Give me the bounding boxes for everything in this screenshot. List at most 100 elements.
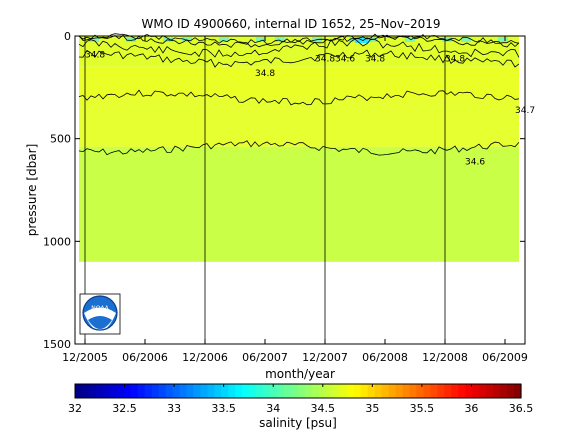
colorbar-cell-20 [214,384,222,398]
colorbar-cell-49 [416,384,425,398]
colorbar-tick-label-2: 33 [167,402,181,415]
surface-patch-0 [89,37,99,42]
colorbar-cell-55 [458,384,466,398]
surface-patch-5 [256,37,266,42]
colorbar-cell-25 [249,384,257,398]
colorbar-cell-1 [81,384,90,398]
colorbar-tick-label-4: 34 [266,402,280,415]
colorbar-cell-35 [318,384,327,398]
colorbar-cell-47 [402,384,411,398]
colorbar-cell-26 [256,384,264,398]
colorbar-cell-51 [430,384,438,398]
colorbar-cell-18 [200,384,209,398]
colorbar-tick-label-1: 32.5 [112,402,137,415]
colorbar-tick-label-3: 33.5 [211,402,236,415]
contour-label-0: 34.8 [255,69,275,79]
colorbar-cell-36 [325,384,334,398]
colorbar-cell-29 [277,384,285,398]
colorbar-cell-60 [493,384,501,398]
colorbar-frame [74,383,522,399]
colorbar-cell-52 [437,384,445,398]
colorbar-cell-48 [409,384,418,398]
contour-label-1: 34.8 [315,55,335,65]
x-tick-label-6: 12/2008 [422,351,468,364]
colorbar-cell-7 [123,384,132,398]
colorbar-cell-13 [165,384,174,398]
contour-surface-3 [78,34,520,48]
y-tick-label-3: 1500 [43,338,71,351]
colorbar-cell-10 [144,384,153,398]
x-tick-label-7: 06/2009 [482,351,528,364]
colorbar-cell-46 [395,384,404,398]
salinity-layer-2 [79,97,519,147]
surface-patch-2 [163,37,173,42]
colorbar-cell-28 [270,384,278,398]
colorbar-cell-15 [179,384,188,398]
x-tick-label-1: 06/2006 [122,351,168,364]
colorbar-cell-14 [172,384,181,398]
colorbar-cell-50 [423,384,432,398]
surface-patch-1 [126,37,136,42]
x-tick-label-4: 12/2007 [302,351,348,364]
colorbar-cell-19 [207,384,215,398]
colorbar-cell-63 [514,384,522,398]
colorbar-cell-5 [109,384,118,398]
salinity-layer-1 [79,66,519,98]
colorbar-cell-8 [130,384,139,398]
colorbar-cell-30 [284,384,292,398]
contour-surface-1 [78,38,520,58]
colorbar-cell-11 [151,384,160,398]
contour-label-7: 34.8 [85,50,105,60]
colorbar-cell-61 [500,384,508,398]
y-tick-label-1: 500 [50,133,71,146]
colorbar-tick-label-5: 34.5 [311,402,336,415]
colorbar-cell-45 [388,384,397,398]
colorbar-cell-22 [228,384,236,398]
x-tick-label-2: 12/2006 [182,351,228,364]
contour-label-3: 34.8 [365,55,385,65]
contour-34-6 [78,140,520,156]
plot-area: 34.834.8 34.6 34.8 34.834.734.634.8 0500100… [43,30,535,364]
y-tick-label-2: 1000 [43,235,71,248]
colorbar-cell-37 [332,384,341,398]
colorbar-cell-27 [263,384,271,398]
colorbar-cell-21 [221,384,229,398]
colorbar-cell-40 [353,384,362,398]
chart-title: WMO ID 4900660, internal ID 1652, 25–Nov… [142,17,441,31]
colorbar-cell-4 [102,384,111,398]
colorbar-cell-54 [451,384,459,398]
colorbar-cell-12 [158,384,167,398]
colorbar-cell-9 [137,384,146,398]
colorbar-cell-53 [444,384,452,398]
surface-patch-13 [498,37,508,42]
x-tick-label-3: 06/2007 [242,351,288,364]
x-tick-label-5: 06/2008 [362,351,408,364]
surface-patch-4 [219,37,229,42]
y-axis-label: pressure [dbar] [25,144,39,237]
colorbar-cell-39 [346,384,355,398]
colorbar-cell-24 [242,384,250,398]
colorbar-cell-34 [311,384,320,398]
colorbar-cell-6 [116,384,125,398]
colorbar-cell-3 [95,384,104,398]
colorbar-cell-57 [472,384,480,398]
contour-surface-2 [78,49,520,68]
colorbar-cell-32 [298,384,306,398]
surface-patch-11 [442,37,452,42]
colorbar-cell-17 [193,384,202,398]
colorbar-tick-label-6: 35 [365,402,379,415]
x-axis-label: month/year [265,367,335,381]
colorbar-cell-0 [75,384,83,398]
colorbar-cell-59 [486,384,494,398]
colorbar-cell-42 [367,384,376,398]
contour-label-4: 34.8 [445,55,465,65]
colorbar-tick-label-7: 35.5 [410,402,435,415]
svg-text:NOAA: NOAA [91,305,109,312]
colorbar-cell-23 [235,384,243,398]
contour-34-7 [78,89,520,106]
colorbar-cell-33 [304,384,313,398]
noaa-logo: NOAA [79,293,121,335]
salinity-colorbar: 32 32.5 33 33.5 34 34.5 35 35.5 36 36.5 [68,383,533,415]
colorbar-cell-43 [374,384,383,398]
